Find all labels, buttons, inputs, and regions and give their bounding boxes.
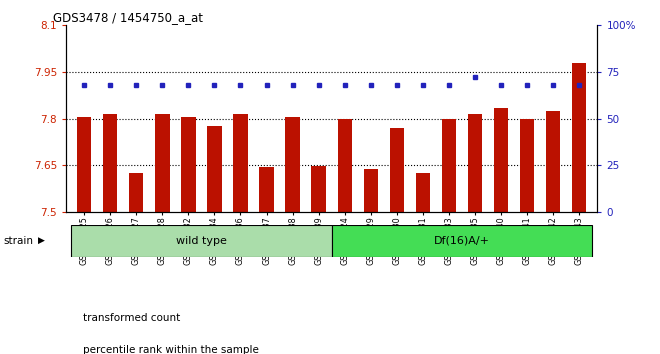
Bar xyxy=(155,114,170,212)
Bar xyxy=(259,167,274,212)
Bar xyxy=(546,111,560,212)
Bar xyxy=(416,173,430,212)
Bar xyxy=(572,63,586,212)
Text: ▶: ▶ xyxy=(38,236,44,245)
Bar xyxy=(520,119,534,212)
Bar xyxy=(182,117,195,212)
Bar xyxy=(285,117,300,212)
Text: transformed count: transformed count xyxy=(83,313,180,323)
Bar xyxy=(364,169,378,212)
Bar xyxy=(494,108,508,212)
Bar xyxy=(77,117,91,212)
Bar xyxy=(442,119,456,212)
Bar xyxy=(71,225,332,257)
Text: GDS3478 / 1454750_a_at: GDS3478 / 1454750_a_at xyxy=(53,11,203,24)
Bar xyxy=(468,114,482,212)
Bar xyxy=(234,114,248,212)
Bar xyxy=(207,126,222,212)
Bar xyxy=(129,173,143,212)
Text: wild type: wild type xyxy=(176,236,227,246)
Bar xyxy=(337,119,352,212)
Bar xyxy=(389,128,404,212)
Text: strain: strain xyxy=(3,236,33,246)
Bar xyxy=(312,166,326,212)
Bar xyxy=(332,225,592,257)
Text: percentile rank within the sample: percentile rank within the sample xyxy=(83,345,259,354)
Text: Df(16)A/+: Df(16)A/+ xyxy=(434,236,490,246)
Bar xyxy=(103,114,117,212)
